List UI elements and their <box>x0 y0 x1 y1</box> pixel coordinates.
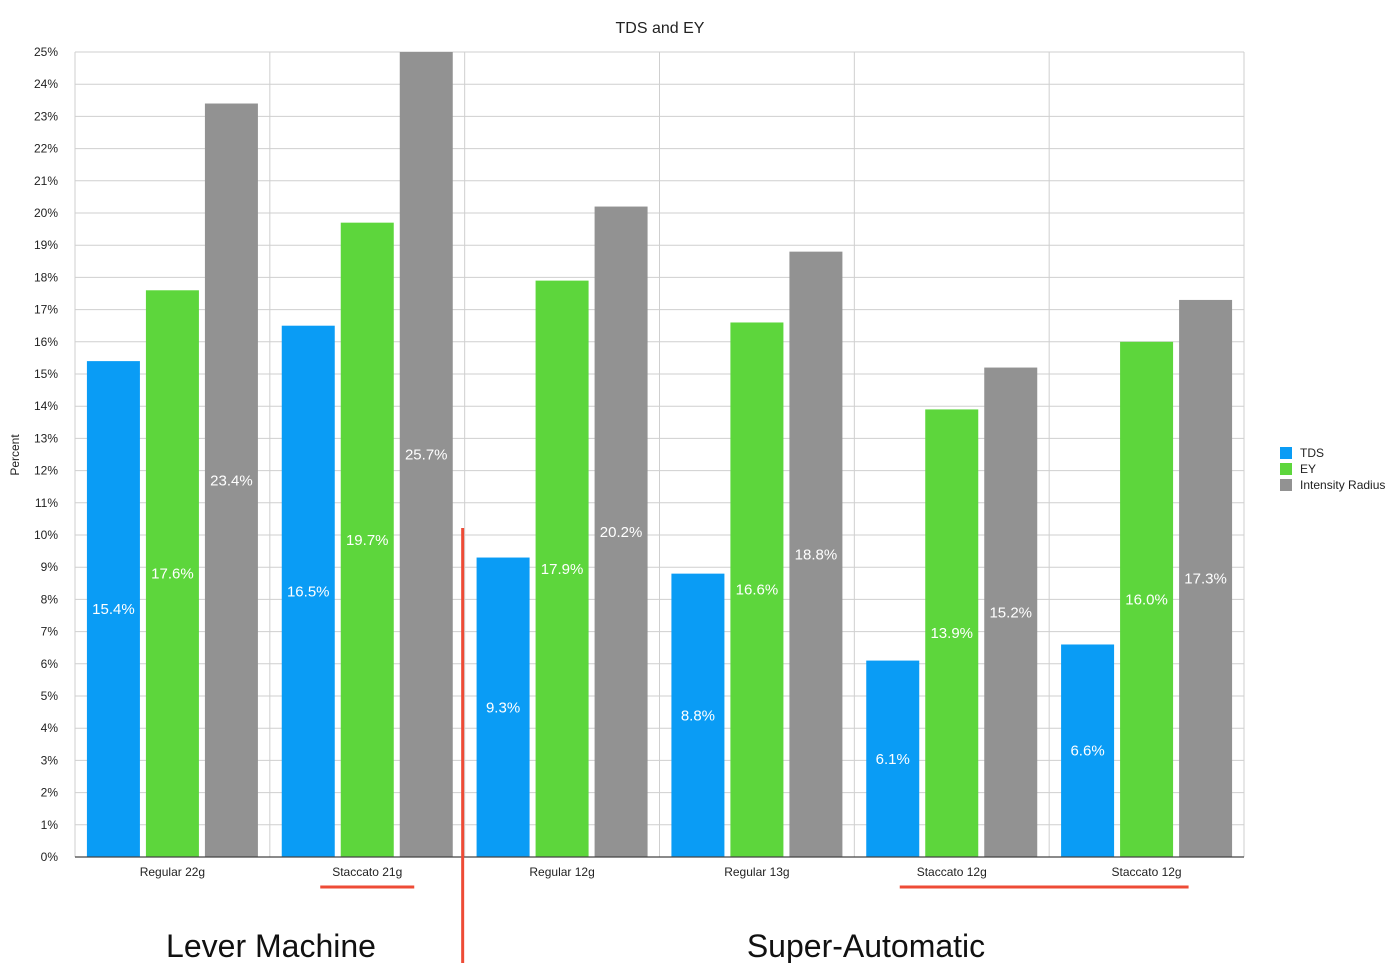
data-label: 16.5% <box>287 583 330 600</box>
y-tick-label: 22% <box>34 142 58 156</box>
bar-tds <box>86 361 140 857</box>
y-tick-label: 2% <box>41 786 59 800</box>
bar-tds <box>281 325 335 857</box>
bar-intensity-radius <box>399 52 453 857</box>
bar-intensity-radius <box>984 367 1038 857</box>
bar-ey <box>1120 341 1174 857</box>
y-tick-label: 0% <box>41 850 59 864</box>
data-label: 25.7% <box>405 447 448 464</box>
y-tick-label: 8% <box>41 592 59 606</box>
data-label: 15.4% <box>92 601 135 618</box>
legend-entry: TDS <box>1300 446 1324 460</box>
y-tick-label: 6% <box>41 657 59 671</box>
data-label: 18.8% <box>795 546 838 563</box>
data-label: 23.4% <box>210 472 253 489</box>
y-tick-label: 12% <box>34 464 58 478</box>
bar-tds <box>476 557 530 857</box>
y-tick-label: 25% <box>34 45 58 59</box>
y-tick-label: 24% <box>34 77 58 91</box>
x-tick-label: Regular 22g <box>140 865 205 879</box>
bar-ey <box>145 290 199 857</box>
y-tick-label: 9% <box>41 560 59 574</box>
y-tick-label: 10% <box>34 528 58 542</box>
bar-ey <box>535 280 589 857</box>
y-tick-label: 15% <box>34 367 58 381</box>
y-tick-label: 16% <box>34 335 58 349</box>
data-label: 8.8% <box>681 707 715 724</box>
bar-intensity-radius <box>1179 299 1233 857</box>
legend-entry: EY <box>1300 462 1316 476</box>
y-tick-label: 1% <box>41 818 59 832</box>
chart-title: TDS and EY <box>616 20 705 37</box>
bar-intensity-radius <box>594 206 648 857</box>
y-tick-label: 14% <box>34 399 58 413</box>
y-tick-label: 4% <box>41 721 59 735</box>
bar-ey <box>340 222 394 857</box>
y-tick-label: 18% <box>34 270 58 284</box>
data-label: 17.9% <box>541 561 584 578</box>
annotation-layer: Lever Machine Super-Automatic <box>166 528 1189 964</box>
data-label: 16.6% <box>736 582 779 599</box>
bars-layer <box>86 52 1233 858</box>
y-tick-label: 17% <box>34 303 58 317</box>
y-tick-label: 20% <box>34 206 58 220</box>
x-tick-label: Staccato 12g <box>1112 865 1182 879</box>
data-label: 20.2% <box>600 524 643 541</box>
group-label-super-automatic: Super-Automatic <box>747 928 985 963</box>
data-label: 17.6% <box>151 566 194 583</box>
data-label: 17.3% <box>1184 570 1227 587</box>
x-tick-label: Staccato 21g <box>332 865 402 879</box>
bar-tds <box>866 660 920 857</box>
y-tick-label: 3% <box>41 753 59 767</box>
y-tick-label: 5% <box>41 689 59 703</box>
bar-ey <box>925 409 979 857</box>
y-tick-label: 11% <box>35 496 58 510</box>
bar-intensity-radius <box>789 251 843 857</box>
y-axis-label: Percent <box>8 434 22 476</box>
data-label: 16.0% <box>1125 591 1168 608</box>
bar-ey <box>730 322 784 858</box>
data-label: 15.2% <box>989 604 1032 621</box>
grid-layer <box>74 51 1245 858</box>
data-label: 13.9% <box>930 625 973 642</box>
legend-swatch <box>1280 463 1292 475</box>
labels-layer: 15.4% 17.6% 23.4% 16.5% 19.7% 25.7% 9.3% 17.9% 2… <box>92 447 1227 768</box>
x-tick-label: Staccato 12g <box>917 865 987 879</box>
x-tick-label: Regular 12g <box>529 865 594 879</box>
y-tick-label: 23% <box>34 109 58 123</box>
data-label: 9.3% <box>486 699 520 716</box>
bar-tds <box>1061 644 1115 857</box>
data-label: 6.6% <box>1070 743 1104 760</box>
legend-swatch <box>1280 479 1292 491</box>
data-label: 6.1% <box>876 751 910 768</box>
y-tick-label: 19% <box>34 238 58 252</box>
axis-layer: 0% 1% 2% 3% 4% 5% 6% 7% 8% 9% 10% 11% 12% 13% 14% 15% 16… <box>34 45 1244 879</box>
legend: TDS EY Intensity Radius <box>1280 446 1385 492</box>
y-tick-label: 13% <box>34 431 58 445</box>
data-label: 19.7% <box>346 532 389 549</box>
x-tick-label: Regular 13g <box>724 865 789 879</box>
bar-intensity-radius <box>204 103 258 857</box>
y-tick-label: 7% <box>41 625 59 639</box>
legend-entry: Intensity Radius <box>1300 478 1385 492</box>
group-label-lever-machine: Lever Machine <box>166 928 376 963</box>
y-tick-label: 21% <box>34 174 58 188</box>
legend-swatch <box>1280 447 1292 459</box>
bar-tds <box>671 573 725 857</box>
